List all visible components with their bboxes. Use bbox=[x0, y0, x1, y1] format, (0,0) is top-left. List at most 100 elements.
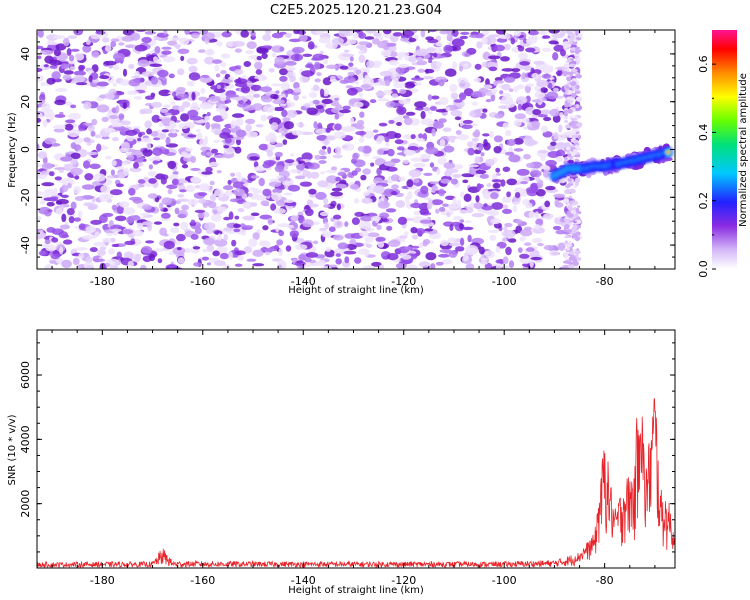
spectrogram-noise-blob bbox=[154, 221, 162, 225]
spectrogram-noise-blob bbox=[207, 201, 217, 209]
spectrogram-noise-blob bbox=[461, 226, 474, 231]
spectrogram-noise-blob bbox=[245, 124, 252, 132]
spectrogram-noise-blob bbox=[447, 135, 458, 140]
spectrogram-noise-blob bbox=[536, 79, 549, 87]
spectrogram-noise-blob bbox=[96, 104, 110, 113]
spectrogram-noise-blob bbox=[290, 53, 303, 62]
spectrogram-noise-blob bbox=[211, 213, 222, 222]
spectrogram-noise-blob bbox=[501, 96, 513, 102]
spectrogram-noise-blob bbox=[284, 61, 297, 66]
spectrogram-noise-blob bbox=[576, 257, 582, 261]
spectrogram-noise-blob bbox=[420, 30, 426, 38]
spectrogram-noise-blob bbox=[415, 50, 425, 57]
spectrogram-noise-blob bbox=[316, 72, 322, 77]
spectrogram-noise-blob bbox=[359, 231, 369, 237]
spectrogram-noise-blob bbox=[206, 151, 214, 157]
spectrogram-noise-blob bbox=[250, 31, 256, 37]
spectrogram-noise-blob bbox=[188, 65, 198, 73]
spectrogram-noise-blob bbox=[568, 195, 573, 199]
spectrogram-noise-blob bbox=[49, 59, 62, 66]
y-tick-label: 2000 bbox=[19, 490, 32, 518]
spectrogram-noise-blob bbox=[47, 209, 53, 213]
spectrogram-noise-blob bbox=[46, 77, 56, 85]
spectrogram-noise-blob bbox=[365, 243, 373, 248]
spectrogram-noise-blob bbox=[216, 206, 227, 212]
spectrogram-noise-blob bbox=[564, 103, 570, 108]
spectrogram-noise-blob bbox=[564, 120, 569, 123]
spectrogram-noise-blob bbox=[445, 195, 456, 200]
spectrogram-noise-blob bbox=[364, 236, 374, 243]
spectrogram-noise-blob bbox=[138, 132, 143, 138]
spectrogram-noise-blob bbox=[576, 219, 582, 224]
spectrogram-noise-blob bbox=[280, 82, 290, 91]
spectrogram-noise-blob bbox=[553, 132, 559, 140]
spectrogram-noise-blob bbox=[352, 152, 359, 161]
spectrogram-noise-blob bbox=[87, 203, 99, 210]
spectrogram-noise-blob bbox=[260, 114, 268, 122]
spectrogram-noise-blob bbox=[469, 109, 483, 118]
spectrogram-noise-blob bbox=[146, 142, 151, 150]
spectrogram-noise-blob bbox=[190, 219, 196, 225]
spectrogram-noise-blob bbox=[359, 111, 365, 118]
spectrogram-noise-blob bbox=[380, 218, 390, 223]
spectrogram-noise-blob bbox=[508, 260, 515, 268]
spectrogram-noise-blob bbox=[133, 162, 139, 169]
spectrogram-noise-blob bbox=[111, 160, 117, 167]
spectrogram-noise-blob bbox=[110, 228, 122, 232]
spectrogram-noise-blob bbox=[249, 156, 260, 161]
spectrogram-noise-blob bbox=[575, 46, 580, 50]
spectrogram-noise-blob bbox=[399, 235, 408, 240]
spectrogram-noise-blob bbox=[279, 68, 288, 76]
snr-series-line bbox=[37, 398, 675, 568]
spectrogram-noise-blob bbox=[519, 253, 530, 259]
spectrogram-noise-blob bbox=[194, 185, 201, 189]
spectrogram-noise-blob bbox=[116, 251, 123, 260]
spectrogram-noise-blob bbox=[302, 219, 314, 228]
spectrogram-noise-blob bbox=[145, 95, 155, 100]
spectrogram-noise-blob bbox=[502, 256, 509, 265]
spectrogram-noise-blob bbox=[450, 110, 463, 117]
spectrogram-noise-blob bbox=[107, 248, 116, 255]
spectrogram-noise-blob bbox=[233, 228, 241, 233]
spectrogram-noise-blob bbox=[313, 61, 321, 70]
spectrogram-noise-blob bbox=[89, 163, 101, 170]
spectrogram-noise-blob bbox=[270, 122, 279, 131]
spectrogram-noise-blob bbox=[333, 131, 346, 139]
y-tick-label: 4000 bbox=[19, 425, 32, 453]
spectrogram-noise-blob bbox=[391, 93, 399, 99]
spectrogram-noise-blob bbox=[150, 130, 159, 137]
spectrogram-signal-layer bbox=[549, 143, 674, 184]
spectrogram-noise-blob bbox=[575, 131, 580, 135]
spectrogram-noise-blob bbox=[358, 32, 367, 39]
spectrogram-noise-blob bbox=[301, 152, 313, 161]
spectrogram-noise-blob bbox=[407, 264, 418, 269]
spectrogram-noise-blob bbox=[137, 179, 146, 184]
spectrogram-noise-blob bbox=[467, 234, 472, 243]
spectrogram-noise-blob bbox=[118, 113, 125, 121]
spectrogram-noise-blob bbox=[435, 208, 440, 214]
spectrogram-noise-blob bbox=[230, 172, 236, 177]
spectrogram-noise-blob bbox=[89, 247, 98, 253]
spectrogram-noise-blob bbox=[420, 110, 426, 120]
spectrogram-noise-blob bbox=[424, 68, 435, 74]
spectrogram-noise-blob bbox=[37, 151, 48, 159]
spectrogram-noise-blob bbox=[335, 176, 341, 182]
spectrogram-noise-blob bbox=[126, 154, 135, 161]
spectrogram-noise-blob bbox=[485, 78, 490, 86]
spectrogram-noise-blob bbox=[249, 187, 256, 191]
spectrogram-noise-blob bbox=[311, 57, 320, 61]
spectrogram-noise-blob bbox=[275, 90, 280, 94]
spectrogram-noise-blob bbox=[360, 83, 373, 90]
spectrogram-noise-blob bbox=[167, 188, 173, 195]
spectrogram-noise-blob bbox=[310, 171, 320, 179]
spectrogram-noise-blob bbox=[68, 54, 75, 62]
spectrogram-noise-blob bbox=[120, 141, 130, 150]
spectrogram-noise-blob bbox=[508, 88, 514, 92]
spectrogram-noise-blob bbox=[142, 148, 153, 157]
spectrogram-noise-blob bbox=[417, 68, 425, 73]
spectrogram-noise-blob bbox=[329, 79, 338, 83]
spectrogram-noise-blob bbox=[503, 76, 516, 83]
spectrogram-noise-blob bbox=[532, 237, 543, 244]
spectrogram-noise-blob bbox=[214, 188, 224, 197]
spectrogram-noise-blob bbox=[279, 75, 288, 82]
